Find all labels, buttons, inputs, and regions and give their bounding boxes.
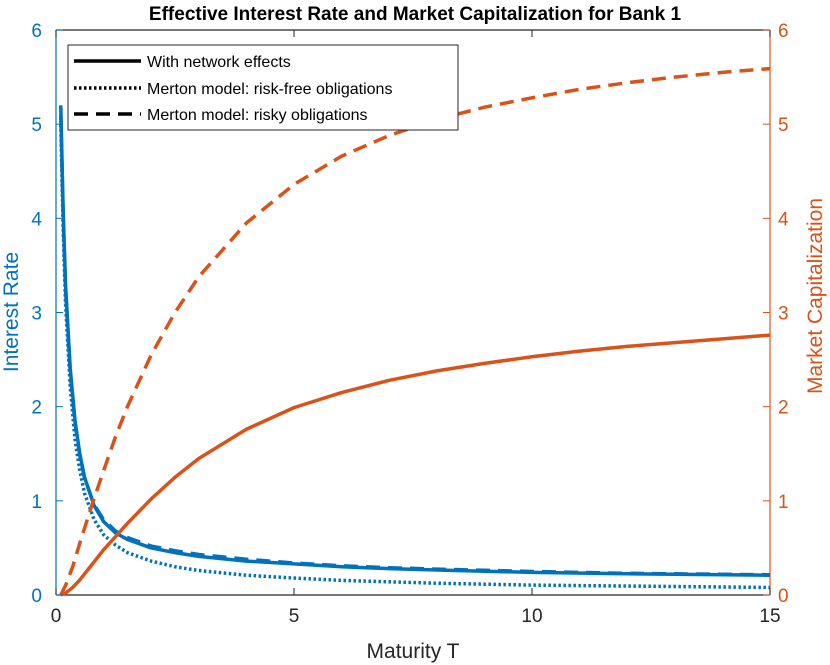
right-y-tick-label: 5	[778, 115, 789, 136]
left-y-tick-label: 2	[31, 398, 42, 419]
legend-label-2: Merton model: risky obligations	[147, 107, 368, 124]
legend: With network effects Merton model: risk-…	[67, 44, 459, 131]
right-y-tick-label: 0	[778, 586, 789, 607]
x-tick-label: 0	[51, 606, 62, 627]
series-line-right-solid	[60, 333, 771, 597]
left-y-tick-label: 0	[31, 586, 42, 607]
series-line-right-dashed	[59, 66, 771, 596]
x-tick-label: 10	[521, 606, 542, 627]
x-tick-label: 5	[289, 606, 300, 627]
right-axis-label: Market Capitalization	[804, 198, 827, 394]
right-y-tick-label: 1	[778, 492, 789, 513]
x-axis-label: Maturity T	[367, 640, 460, 663]
right-y-tick-label: 2	[778, 398, 789, 419]
left-y-tick-label: 4	[31, 209, 42, 230]
series-layer	[59, 66, 771, 597]
left-y-tick-label: 1	[31, 492, 42, 513]
x-tick-label: 15	[759, 606, 780, 627]
right-y-tick-label: 6	[778, 21, 789, 42]
right-y-tick-label: 4	[778, 209, 789, 230]
series-line-left-dashed	[59, 114, 771, 577]
left-y-tick-label: 6	[31, 21, 42, 42]
right-y-tick-label: 3	[778, 304, 789, 325]
left-y-tick-label: 5	[31, 115, 42, 136]
left-axis-label: Interest Rate	[0, 252, 23, 372]
chart-title: Effective Interest Rate and Market Capit…	[149, 4, 682, 25]
legend-box	[67, 44, 459, 131]
legend-label-1: Merton model: risk-free obligations	[147, 81, 392, 98]
left-y-tick-label: 3	[31, 304, 42, 325]
legend-label-0: With network effects	[147, 54, 291, 71]
